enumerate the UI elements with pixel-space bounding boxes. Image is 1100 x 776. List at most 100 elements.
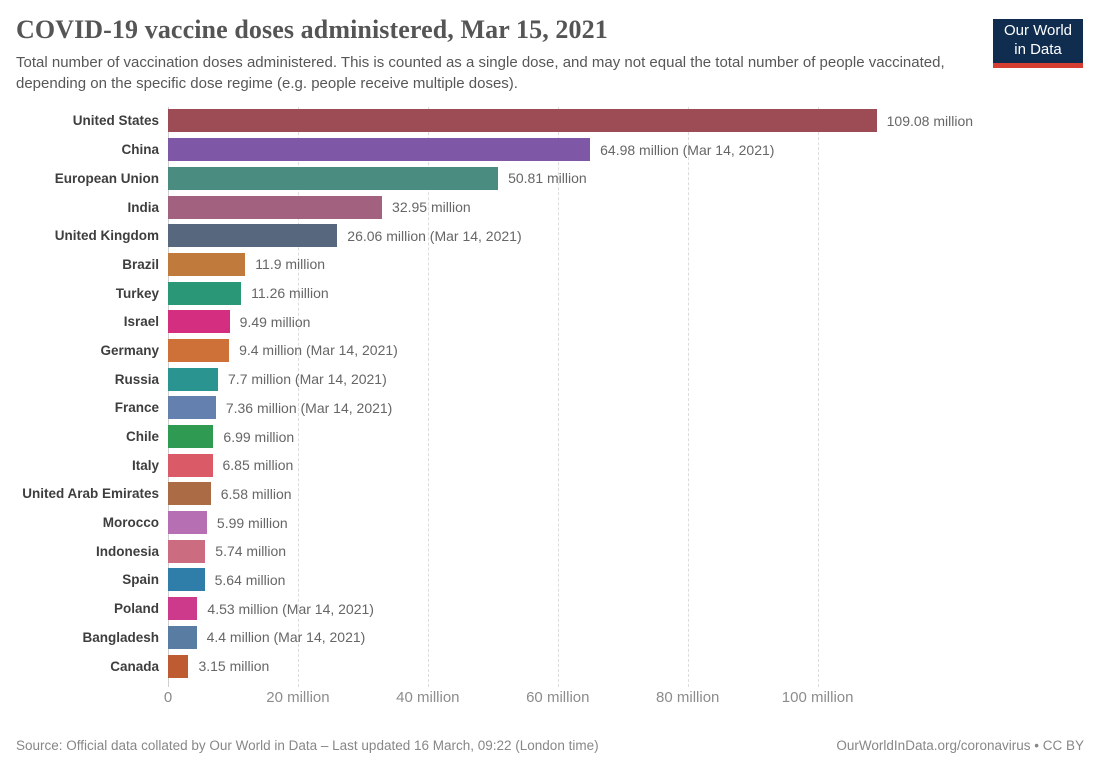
bar-track: 11.9 million: [168, 250, 1084, 279]
country-label[interactable]: Italy: [131, 457, 159, 473]
bar-row: Chile 6.99 million: [16, 422, 1084, 451]
value-label: 11.9 million: [255, 256, 326, 273]
bar-row: Canada 3.15 million: [16, 652, 1084, 681]
value-label: 4.53 million (Mar 14, 2021): [207, 600, 374, 617]
country-label[interactable]: Spain: [122, 572, 159, 588]
country-label[interactable]: United States: [72, 113, 159, 129]
bar-row: Russia 7.7 million (Mar 14, 2021): [16, 365, 1084, 394]
x-tick-label: 80 million: [656, 689, 720, 707]
country-label[interactable]: France: [114, 400, 159, 416]
bar[interactable]: [168, 425, 214, 448]
bar-row: Spain 5.64 million: [16, 566, 1084, 595]
country-label[interactable]: China: [121, 142, 159, 158]
bar-row: India 32.95 million: [16, 193, 1084, 222]
bar-track: 4.4 million (Mar 14, 2021): [168, 623, 1084, 652]
country-label[interactable]: Israel: [123, 314, 159, 330]
value-label: 109.08 million: [886, 112, 974, 129]
header-text: COVID-19 vaccine doses administered, Mar…: [16, 15, 978, 95]
bar-track: 26.06 million (Mar 14, 2021): [168, 221, 1084, 250]
bar-row: France 7.36 million (Mar 14, 2021): [16, 393, 1084, 422]
bar-track: 5.74 million: [168, 537, 1084, 566]
bar-track: 7.7 million (Mar 14, 2021): [168, 365, 1084, 394]
bar[interactable]: [168, 138, 591, 162]
bar-track: 50.81 million: [168, 164, 1084, 193]
bar[interactable]: [168, 539, 206, 563]
bar[interactable]: [168, 396, 216, 420]
bar-row: United States 109.08 million: [16, 107, 1084, 136]
gridline: [427, 106, 429, 687]
value-label: 26.06 million (Mar 14, 2021): [347, 227, 522, 244]
bar[interactable]: [168, 310, 230, 334]
value-label: 9.4 million (Mar 14, 2021): [239, 342, 398, 359]
bar-track: 9.49 million: [168, 307, 1084, 336]
bar-row: Brazil 11.9 million: [16, 250, 1084, 279]
country-label[interactable]: Germany: [100, 342, 159, 358]
owid-logo-line1: Our World: [1003, 22, 1073, 40]
value-label: 5.64 million: [214, 571, 286, 588]
x-tick-label: 60 million: [526, 689, 590, 707]
bar[interactable]: [168, 338, 230, 362]
bar-row: Israel 9.49 million: [16, 307, 1084, 336]
value-label: 3.15 million: [198, 658, 270, 674]
bar-track: 64.98 million (Mar 14, 2021): [168, 135, 1084, 164]
value-label: 11.26 million: [251, 285, 329, 302]
country-label[interactable]: Poland: [113, 601, 159, 617]
value-label: 50.81 million: [508, 170, 587, 187]
chart-subtitle: Total number of vaccination doses admini…: [16, 54, 945, 93]
bar-chart: United States 109.08 million China 64.98…: [16, 106, 1084, 713]
bar-row: Italy 6.85 million: [16, 451, 1084, 480]
bar[interactable]: [168, 109, 877, 133]
bar-track: 5.99 million: [168, 508, 1084, 537]
gridline: [687, 106, 689, 687]
country-label[interactable]: Canada: [110, 658, 159, 674]
bars-container: United States 109.08 million China 64.98…: [16, 107, 1084, 681]
country-label[interactable]: Chile: [125, 429, 159, 444]
x-tick-label: 20 million: [266, 689, 330, 707]
bar[interactable]: [168, 597, 198, 621]
bar[interactable]: [168, 281, 242, 305]
bar[interactable]: [168, 224, 338, 248]
bar[interactable]: [168, 252, 246, 276]
bar-row: Bangladesh 4.4 million (Mar 14, 2021): [16, 623, 1084, 652]
bar-track: 6.99 million: [168, 422, 1084, 451]
gridline: [557, 106, 559, 687]
chart-footer: Source: Official data collated by Our Wo…: [16, 738, 1084, 753]
bar-track: 6.58 million: [168, 480, 1084, 509]
bar[interactable]: [168, 625, 197, 649]
bar[interactable]: [168, 654, 189, 678]
country-label[interactable]: Turkey: [115, 285, 159, 301]
country-label[interactable]: United Kingdom: [54, 228, 159, 244]
bar[interactable]: [168, 195, 383, 219]
gridline: [817, 106, 819, 687]
bar-row: Germany 9.4 million (Mar 14, 2021): [16, 336, 1084, 365]
bar[interactable]: [168, 482, 211, 506]
value-label: 32.95 million: [392, 199, 471, 215]
bar[interactable]: [168, 511, 207, 535]
value-label: 7.36 million (Mar 14, 2021): [225, 399, 393, 416]
footer-link[interactable]: OurWorldInData.org/coronavirus • CC BY: [836, 738, 1084, 754]
bar-track: 32.95 million: [168, 193, 1084, 222]
bar[interactable]: [168, 453, 213, 477]
bar[interactable]: [168, 568, 205, 592]
value-label: 7.7 million (Mar 14, 2021): [228, 371, 387, 388]
value-label: 6.99 million: [223, 428, 295, 445]
country-label[interactable]: Indonesia: [95, 543, 159, 559]
value-label: 9.49 million: [239, 313, 311, 330]
chart-header: COVID-19 vaccine doses administered, Mar…: [16, 0, 1084, 95]
country-label[interactable]: European Union: [54, 170, 159, 186]
country-label[interactable]: Morocco: [102, 515, 159, 531]
bar-track: 4.53 million (Mar 14, 2021): [168, 594, 1084, 623]
chart-title: COVID-19 vaccine doses administered, Mar…: [16, 15, 608, 44]
country-label[interactable]: Brazil: [122, 256, 159, 272]
bar[interactable]: [168, 367, 219, 391]
bar[interactable]: [168, 166, 499, 190]
bar-track: 7.36 million (Mar 14, 2021): [168, 393, 1084, 422]
country-label[interactable]: India: [127, 199, 159, 215]
country-label[interactable]: United Arab Emirates: [22, 486, 159, 502]
country-label[interactable]: Bangladesh: [82, 629, 159, 645]
bar-row: Poland 4.53 million (Mar 14, 2021): [16, 594, 1084, 623]
country-label[interactable]: Russia: [114, 371, 159, 387]
owid-logo[interactable]: Our World in Data: [993, 19, 1083, 68]
gridline: [297, 106, 299, 687]
bar-row: European Union 50.81 million: [16, 164, 1084, 193]
